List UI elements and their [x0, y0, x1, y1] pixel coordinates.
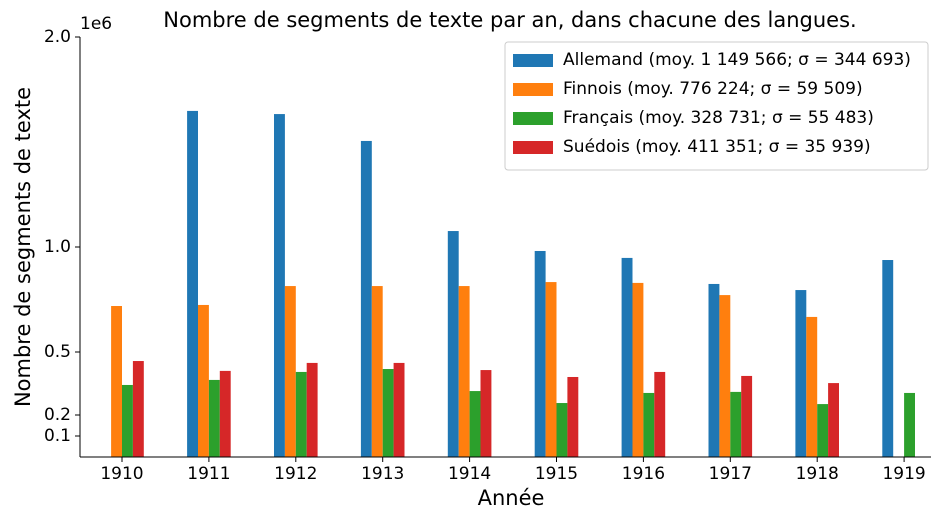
legend-swatch: [513, 112, 553, 125]
bar: [274, 114, 285, 457]
bar: [393, 362, 405, 457]
bar: [295, 371, 307, 457]
bar: [741, 375, 753, 457]
chart-title: Nombre de segments de texte par an, dans…: [163, 8, 856, 32]
bar: [447, 231, 459, 457]
bar: [111, 306, 122, 457]
y-tick-label: 2.0: [44, 27, 71, 47]
legend-swatch: [513, 141, 553, 154]
legend-label: Allemand (moy. 1 149 566; σ = 344 693): [563, 50, 911, 70]
bar: [882, 260, 894, 457]
x-tick-label: 1918: [796, 464, 839, 484]
bar: [795, 290, 807, 457]
bar: [708, 283, 720, 457]
bar: [469, 391, 481, 457]
bar: [306, 362, 318, 457]
bar: [545, 282, 557, 457]
x-tick-label: 1911: [187, 464, 230, 484]
x-tick-label: 1915: [535, 464, 578, 484]
bar: [567, 376, 579, 457]
x-tick-label: 1917: [709, 464, 752, 484]
legend-swatch: [513, 83, 553, 96]
bar: [360, 140, 372, 457]
bar: [122, 384, 133, 457]
bar: [371, 286, 383, 457]
legend-swatch: [513, 54, 553, 67]
bar: [643, 392, 655, 457]
bar: [904, 392, 915, 457]
bar: [198, 304, 209, 457]
y-tick-label: 0.1: [44, 426, 71, 446]
bar: [817, 404, 829, 457]
x-tick-label: 1913: [361, 464, 404, 484]
bar: [654, 371, 666, 457]
y-offset-label: 1e6: [80, 14, 112, 34]
bar: [806, 316, 818, 457]
bar: [556, 403, 568, 457]
legend-box: [504, 41, 929, 171]
bar: [208, 379, 220, 457]
y-tick-label: 0.5: [44, 342, 71, 362]
x-tick-label: 1910: [100, 464, 143, 484]
bar: [621, 257, 633, 457]
x-tick-label: 1919: [882, 464, 925, 484]
bar: [632, 282, 644, 457]
x-axis-label: Année: [478, 486, 545, 510]
x-tick-label: 1916: [622, 464, 665, 484]
bar: [480, 370, 492, 457]
legend-label: Suédois (moy. 411 351; σ = 35 939): [563, 137, 871, 157]
y-tick-label: 1.0: [44, 237, 71, 257]
bar: [284, 286, 296, 457]
bar: [719, 295, 731, 457]
legend-label: Français (moy. 328 731; σ = 55 483): [563, 108, 874, 128]
bar: [187, 110, 198, 458]
bar: [382, 369, 394, 457]
x-tick-label: 1914: [448, 464, 491, 484]
y-axis-label: Nombre de segments de texte: [11, 87, 35, 407]
bar: [132, 361, 144, 457]
x-tick-label: 1912: [274, 464, 317, 484]
y-tick-label: 0.2: [44, 405, 71, 425]
bar: [458, 286, 470, 457]
bar: [219, 370, 231, 457]
legend-label: Finnois (moy. 776 224; σ = 59 509): [563, 79, 863, 99]
bar: [730, 391, 742, 457]
bar: [828, 383, 839, 457]
bar: [534, 250, 546, 457]
